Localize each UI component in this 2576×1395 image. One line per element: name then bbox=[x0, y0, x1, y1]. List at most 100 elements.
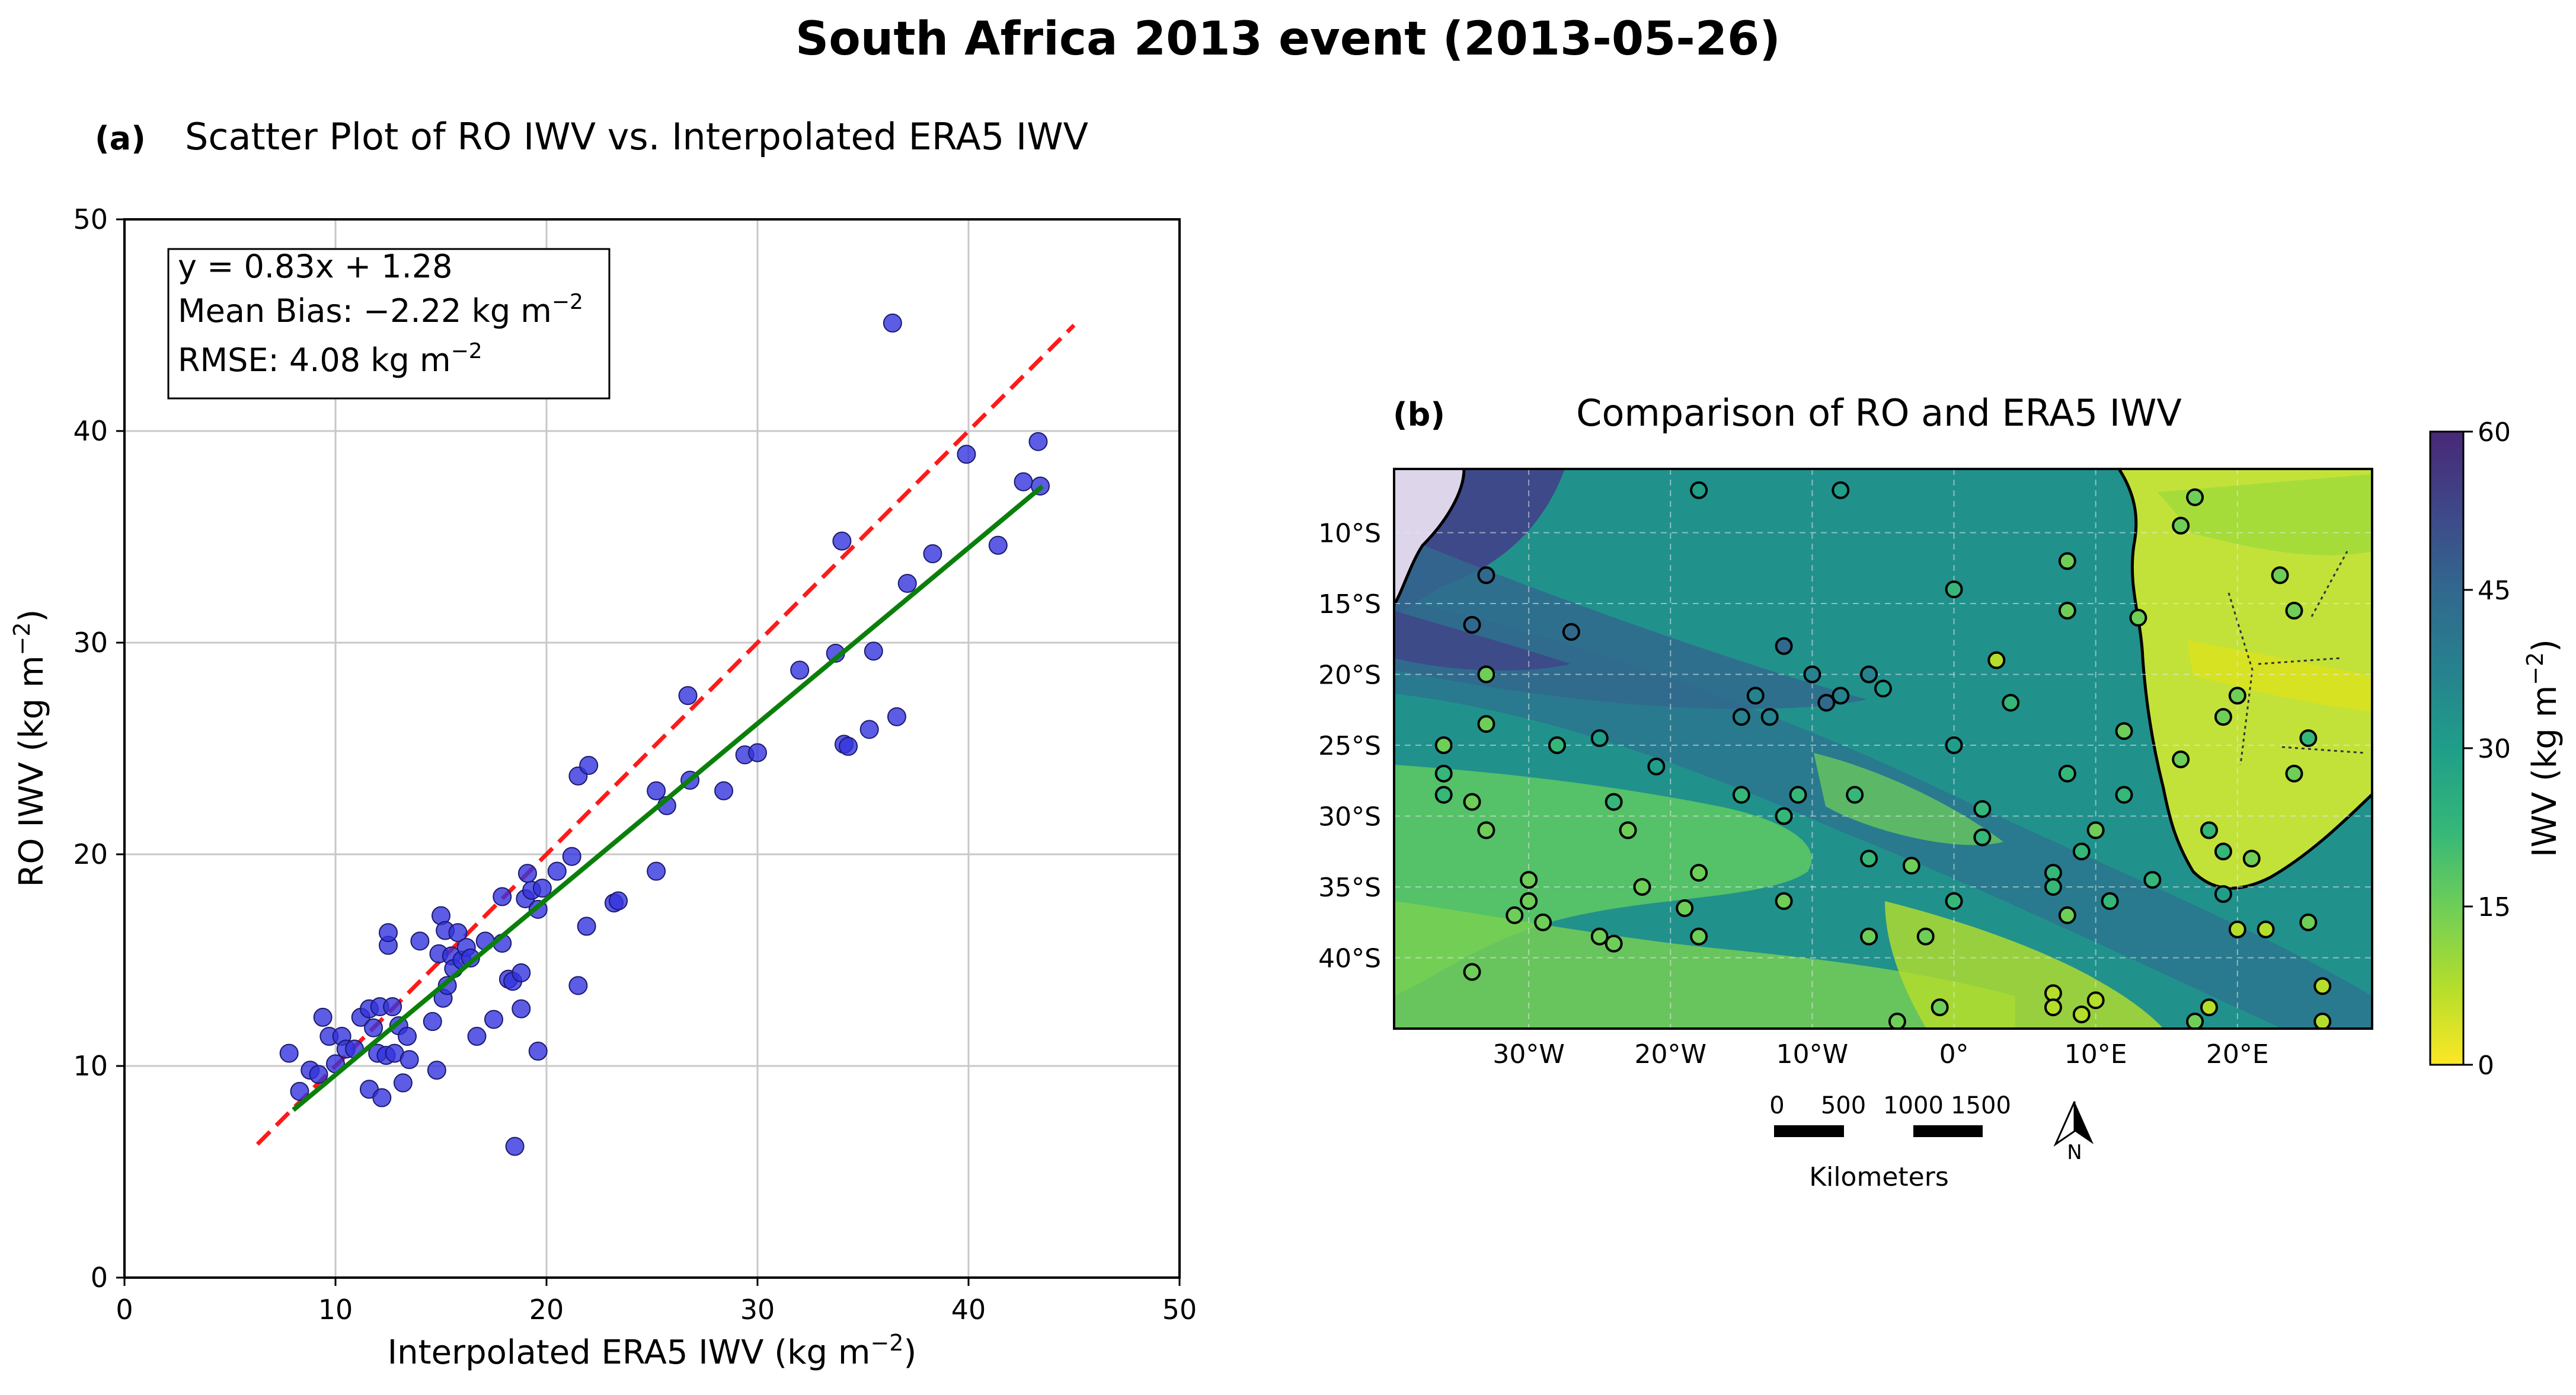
scatter-point bbox=[393, 1073, 413, 1093]
ro-point bbox=[2172, 516, 2190, 535]
lon-tick-label: 10°E bbox=[2064, 1039, 2127, 1070]
colorbar-label-exponent: −2 bbox=[2522, 652, 2548, 685]
scatter-x-label-exponent: −2 bbox=[870, 1330, 903, 1356]
y-tick-label: 0 bbox=[91, 1262, 108, 1294]
scatter-point bbox=[883, 313, 902, 333]
ro-point bbox=[1789, 786, 1807, 804]
ro-point bbox=[2058, 906, 2076, 924]
ro-point bbox=[1945, 892, 1963, 910]
north-arrow-label: N bbox=[2067, 1141, 2082, 1164]
ro-point bbox=[1732, 708, 1750, 726]
mean-bias-label: Mean Bias: −2.22 kg m bbox=[178, 292, 552, 330]
ro-point bbox=[1548, 736, 1566, 755]
panel-b-subtitle: Comparison of RO and ERA5 IWV bbox=[1576, 391, 2182, 435]
ro-point bbox=[1434, 764, 1453, 783]
ro-point bbox=[1832, 687, 1850, 705]
ro-point bbox=[1902, 857, 1920, 875]
colorbar-tick-label: 60 bbox=[2478, 417, 2511, 448]
scatter-point bbox=[398, 1027, 417, 1046]
scatter-point bbox=[423, 1012, 442, 1032]
colorbar-tick-label: 45 bbox=[2478, 576, 2511, 606]
ro-point bbox=[1817, 694, 1836, 712]
ro-point bbox=[1760, 708, 1779, 726]
ro-point bbox=[2299, 913, 2318, 931]
rmse-label: RMSE: 4.08 kg m bbox=[178, 341, 451, 379]
rmse-exponent: −2 bbox=[451, 339, 482, 363]
ro-point bbox=[2143, 871, 2162, 889]
ro-point bbox=[1775, 807, 1793, 825]
scatter-point bbox=[448, 923, 468, 943]
scatter-point bbox=[484, 1010, 503, 1029]
ro-point bbox=[1434, 786, 1453, 804]
ro-point bbox=[1690, 481, 1708, 499]
scatter-point bbox=[579, 756, 599, 775]
ro-point bbox=[2129, 608, 2147, 627]
scatter-point bbox=[279, 1043, 299, 1063]
ro-point bbox=[1590, 927, 1609, 946]
scatter-y-label-close: ) bbox=[12, 609, 51, 623]
scatter-x-axis-label: Interpolated ERA5 IWV (kg m−2) bbox=[388, 1330, 917, 1372]
scatter-point bbox=[467, 1027, 487, 1046]
ro-point bbox=[2058, 552, 2076, 570]
panel-a: (a) Scatter Plot of RO IWV vs. Interpola… bbox=[9, 115, 1197, 1372]
ro-point bbox=[1746, 687, 1765, 705]
scatter-point bbox=[379, 923, 398, 943]
lat-tick-label: 40°S bbox=[1318, 944, 1381, 974]
ro-point bbox=[1477, 665, 1495, 684]
ro-point bbox=[1590, 729, 1609, 748]
scatter-point bbox=[309, 1065, 328, 1084]
south-america-coastline bbox=[1394, 469, 1466, 606]
ro-point bbox=[2299, 729, 2318, 748]
ro-point bbox=[1732, 786, 1750, 804]
ro-point bbox=[1916, 927, 1935, 946]
scatter-point bbox=[647, 861, 666, 881]
scatter-point bbox=[383, 997, 402, 1017]
scatter-point bbox=[427, 1061, 446, 1080]
scatter-point bbox=[832, 531, 852, 551]
scatter-point bbox=[923, 544, 942, 564]
ro-point bbox=[2228, 687, 2246, 705]
scatter-point bbox=[647, 781, 666, 800]
scatter-point bbox=[517, 864, 537, 883]
y-tick-label: 10 bbox=[73, 1050, 108, 1082]
ro-point bbox=[2172, 750, 2190, 768]
colorbar-ticks: 0 15 30 45 60 bbox=[2463, 417, 2511, 1081]
ro-point bbox=[1534, 913, 1552, 931]
ro-point bbox=[1463, 615, 1481, 634]
ro-point bbox=[1562, 623, 1580, 641]
ro-point bbox=[1832, 481, 1850, 499]
ro-point bbox=[2285, 601, 2303, 620]
ro-point bbox=[1633, 878, 1651, 896]
ro-point bbox=[2072, 1005, 2091, 1024]
panel-b: (b) Comparison of RO and ERA5 IWV bbox=[1318, 391, 2564, 1192]
scale-label-1000: 1000 bbox=[1883, 1092, 1944, 1119]
ro-point bbox=[2101, 892, 2119, 910]
ro-point bbox=[2271, 566, 2289, 585]
ro-point bbox=[1676, 899, 1694, 917]
lat-tick-label: 10°S bbox=[1318, 519, 1381, 549]
ro-point bbox=[2058, 764, 2076, 783]
scale-segment-3 bbox=[1913, 1125, 1983, 1137]
stats-box: y = 0.83x + 1.28 Mean Bias: −2.22 kg m−2… bbox=[167, 248, 611, 400]
lat-tick-label: 15°S bbox=[1318, 589, 1381, 620]
scatter-point bbox=[512, 999, 531, 1019]
lat-tick-label: 20°S bbox=[1318, 660, 1381, 691]
africa-dry-band bbox=[2187, 640, 2372, 711]
scatter-point bbox=[897, 574, 917, 593]
scatter-point bbox=[364, 1018, 383, 1038]
dry-patch-central bbox=[1814, 753, 2003, 845]
iwv-map bbox=[1394, 469, 2372, 1029]
ro-point bbox=[1506, 906, 1524, 924]
colorbar-tick-label: 30 bbox=[2478, 734, 2511, 764]
ro-point bbox=[2115, 786, 2133, 804]
ro-point bbox=[1846, 786, 1864, 804]
ro-point bbox=[1619, 821, 1637, 839]
ro-point bbox=[1477, 715, 1495, 733]
scale-label-0: 0 bbox=[1769, 1092, 1784, 1119]
colorbar-label-close: ) bbox=[2526, 639, 2564, 652]
ro-point bbox=[2257, 920, 2275, 938]
ro-point bbox=[2186, 488, 2204, 506]
ro-point bbox=[1874, 679, 1892, 698]
scale-label-500: 500 bbox=[1821, 1092, 1866, 1119]
